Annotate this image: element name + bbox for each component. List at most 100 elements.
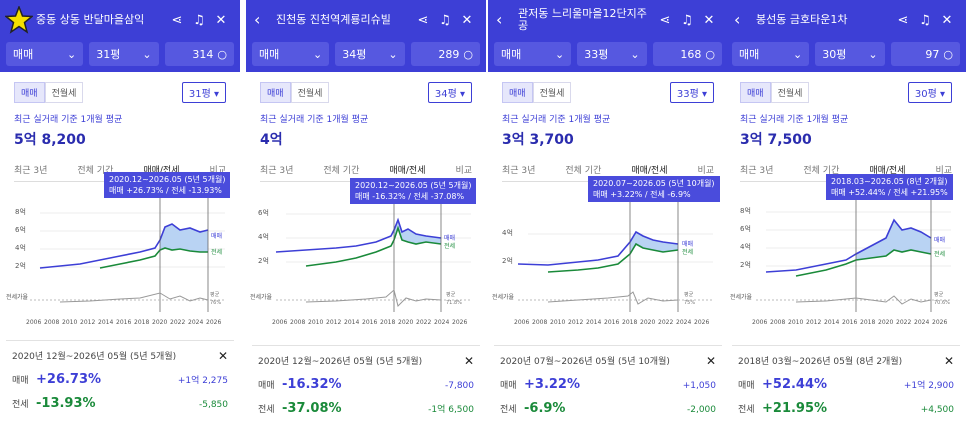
- close-icon[interactable]: ✕: [463, 354, 474, 368]
- x-tick: 2020: [398, 319, 413, 326]
- x-tick: 2026: [932, 319, 947, 326]
- close-icon[interactable]: ✕: [217, 349, 228, 363]
- ratio-label: 전세가율: [6, 293, 29, 301]
- area-select[interactable]: 30평 ⌄: [815, 42, 885, 66]
- back-icon[interactable]: ‹: [254, 10, 261, 29]
- area-select[interactable]: 31평 ⌄: [89, 42, 159, 66]
- tab-recent-3y[interactable]: 최근 3년: [260, 166, 294, 176]
- x-tick: 2018: [622, 319, 637, 326]
- area-dropdown-label: 30평: [914, 88, 937, 100]
- listing-search[interactable]: 97 ○: [890, 42, 960, 66]
- close-icon[interactable]: ✕: [941, 12, 953, 28]
- close-icon[interactable]: ✕: [215, 12, 227, 28]
- area-label: 30평: [822, 48, 847, 61]
- tab-recent-3y[interactable]: 최근 3년: [502, 166, 536, 176]
- x-tick: 2026: [206, 319, 221, 326]
- tab-recent-3y[interactable]: 최근 3년: [14, 166, 48, 176]
- bell-icon[interactable]: ♫: [193, 12, 205, 28]
- chart-tooltip: 2018.03~2026.05 (8년 2개월) 매매 +52.44% / 전세…: [826, 174, 953, 200]
- header: ‹ 진천동 진천역계룡리슈빌 ⋖ ♫ ✕ 매매 ⌄ 34평 ⌄ 289 ○: [246, 0, 486, 72]
- y-tick: 6억: [740, 225, 751, 233]
- title-bar: ‹ 봉선동 금호타운1차 ⋖ ♫ ✕: [726, 0, 966, 40]
- x-tick: 2016: [116, 319, 131, 326]
- sale-label: 매매: [258, 381, 275, 391]
- area-dropdown[interactable]: 31평 ▾: [181, 81, 226, 103]
- tab-all[interactable]: 전체 기간: [565, 166, 602, 176]
- header: ‹ 관저동 느리울마을12단지주공 ⋖ ♫ ✕ 매매 ⌄ 33평 ⌄ 168 ○: [488, 0, 728, 72]
- share-icon[interactable]: ⋖: [171, 12, 183, 28]
- area-dropdown[interactable]: 33평 ▾: [669, 81, 714, 103]
- listing-search[interactable]: 168 ○: [652, 42, 722, 66]
- avg-label: 평균: [684, 291, 694, 298]
- share-icon[interactable]: ⋖: [659, 12, 671, 28]
- close-icon[interactable]: ✕: [943, 354, 954, 368]
- close-icon[interactable]: ✕: [703, 12, 715, 28]
- deal-type-select[interactable]: 매매 ⌄: [494, 42, 572, 66]
- toggle-sale[interactable]: 매매: [740, 81, 771, 103]
- listing-search[interactable]: 289 ○: [410, 42, 480, 66]
- star-icon: [5, 6, 33, 34]
- chart-tooltip: 2020.12~2026.05 (5년 5개월) 매매 -16.32% / 전세…: [350, 178, 477, 204]
- tab-all[interactable]: 전체 기간: [803, 166, 840, 176]
- back-icon[interactable]: ‹: [496, 10, 503, 29]
- toggle-rent[interactable]: 전월세: [770, 81, 810, 103]
- close-icon[interactable]: ✕: [705, 354, 716, 368]
- price-chart[interactable]: 8억 6억 4억 2억 매매 전세 전세가율 평균 70.6% 2006 2008…: [726, 172, 966, 332]
- ratio-line: [795, 295, 932, 305]
- tab-compare[interactable]: 비교: [209, 166, 226, 176]
- deal-type-select[interactable]: 매매 ⌄: [6, 42, 84, 66]
- x-tick: 2016: [362, 319, 377, 326]
- x-tick: 2014: [824, 319, 839, 326]
- series-label-sale: 매매: [934, 236, 945, 244]
- toggle-sale[interactable]: 매매: [502, 81, 533, 103]
- bell-icon[interactable]: ♫: [439, 12, 451, 28]
- toggle-rent[interactable]: 전월세: [532, 81, 572, 103]
- bell-icon[interactable]: ♫: [681, 12, 693, 28]
- toggle-sale[interactable]: 매매: [14, 81, 45, 103]
- sale-pct: +26.73%: [36, 372, 102, 387]
- search-icon: ○: [943, 47, 953, 61]
- listing-count: 97: [925, 47, 940, 61]
- share-icon[interactable]: ⋖: [897, 12, 909, 28]
- header: ‹ 봉선동 금호타운1차 ⋖ ♫ ✕ 매매 ⌄ 30평 ⌄ 97 ○: [726, 0, 966, 72]
- chevron-down-icon: ⌄: [67, 47, 77, 61]
- deal-type-select[interactable]: 매매 ⌄: [252, 42, 330, 66]
- share-icon[interactable]: ⋖: [417, 12, 429, 28]
- tab-all[interactable]: 전체 기간: [77, 166, 114, 176]
- listing-count: 289: [438, 47, 460, 61]
- price-chart[interactable]: 4억 2억 매매 전세 전세가율 평균 75% 2006 2008 2010 2012…: [488, 172, 728, 332]
- jeonse-label: 전세: [738, 405, 755, 415]
- toggle-rent[interactable]: 전월세: [44, 81, 84, 103]
- ratio-label: 전세가율: [730, 293, 753, 301]
- tab-compare[interactable]: 비교: [697, 166, 714, 176]
- deal-type-label: 매매: [13, 48, 34, 61]
- x-tick: 2024: [188, 319, 203, 326]
- filter-row: 매매 ⌄ 33평 ⌄ 168 ○: [488, 40, 728, 68]
- listing-search[interactable]: 314 ○: [164, 42, 234, 66]
- average-price: 3억 3,700: [502, 132, 574, 148]
- area-dropdown[interactable]: 30평 ▾: [907, 81, 952, 103]
- chevron-down-icon: ⌄: [630, 47, 640, 61]
- tab-recent-3y[interactable]: 최근 3년: [740, 166, 774, 176]
- toggle-rent[interactable]: 전월세: [290, 81, 330, 103]
- close-icon[interactable]: ✕: [461, 12, 473, 28]
- price-chart[interactable]: 6억 4억 2억 매매 전세 전세가율 평균 71.8% 2006 2008 201…: [246, 172, 486, 332]
- price-chart[interactable]: 8억 6억 4억 2억 매매 전세 전세가율 평균 76% 2006 2008 20…: [0, 172, 240, 332]
- area-dropdown-label: 34평: [434, 88, 457, 100]
- area-select[interactable]: 33평 ⌄: [577, 42, 647, 66]
- bell-icon[interactable]: ♫: [919, 12, 931, 28]
- basis-label: 최근 실거래 기준 1개월 평균: [260, 115, 369, 125]
- toggle-sale[interactable]: 매매: [260, 81, 291, 103]
- x-tick: 2014: [344, 319, 359, 326]
- deal-type-select[interactable]: 매매 ⌄: [732, 42, 810, 66]
- x-tick: 2006: [752, 319, 767, 326]
- area-select[interactable]: 34평 ⌄: [335, 42, 405, 66]
- sale-line: [765, 218, 932, 273]
- tab-all[interactable]: 전체 기간: [323, 166, 360, 176]
- back-icon[interactable]: ‹: [734, 10, 741, 29]
- area-dropdown[interactable]: 34평 ▾: [427, 81, 472, 103]
- x-tick: 2016: [604, 319, 619, 326]
- tab-compare[interactable]: 비교: [935, 166, 952, 176]
- tab-compare[interactable]: 비교: [455, 166, 472, 176]
- deal-type-label: 매매: [259, 48, 280, 61]
